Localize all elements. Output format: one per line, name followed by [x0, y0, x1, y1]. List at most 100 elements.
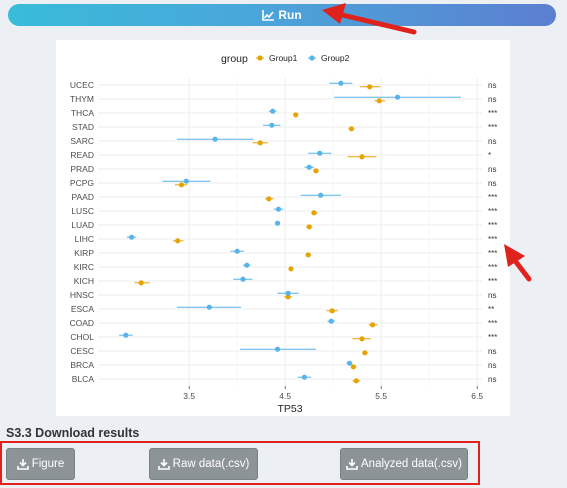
download-highlight-box	[0, 441, 480, 485]
download-analyzed-data-button[interactable]: Analyzed data(.csv)	[340, 448, 468, 480]
x-tick-label: 6.5	[471, 391, 483, 401]
significance-label: ns	[488, 95, 496, 104]
data-point	[305, 252, 311, 258]
data-point	[266, 196, 272, 202]
data-point	[234, 248, 240, 254]
data-point	[359, 336, 365, 342]
forest-plot-panel: UCEC THYM THCA STAD SARC READ PRAD PCPG PAAD LUSC…	[56, 40, 510, 416]
download-raw-data-label: Raw data(.csv)	[172, 458, 250, 470]
y-tick-label: PCPG	[70, 178, 94, 188]
significance-label: ns	[488, 375, 496, 384]
y-tick-label: STAD	[72, 122, 94, 132]
plot-background	[98, 78, 482, 386]
data-point	[346, 360, 353, 366]
download-icon	[346, 459, 358, 470]
x-tick-label: 5.5	[375, 391, 387, 401]
y-tick-label: CESC	[70, 346, 94, 356]
significance-label: ns	[488, 179, 496, 188]
download-figure-button[interactable]: Figure	[6, 448, 75, 480]
data-point	[338, 80, 344, 86]
y-tick-label: CHOL	[70, 332, 94, 342]
y-tick-label: KICH	[74, 276, 94, 286]
data-point	[178, 182, 185, 188]
line-chart-icon	[262, 9, 275, 21]
significance-label: ns	[488, 81, 496, 90]
y-tick-label: LUSC	[71, 206, 94, 216]
download-figure-label: Figure	[31, 458, 65, 470]
significance-label: ***	[488, 277, 497, 286]
legend-key	[257, 55, 263, 61]
x-tick-label: 3.5	[183, 391, 195, 401]
y-tick-label: READ	[70, 150, 94, 160]
significance-label: ***	[488, 207, 497, 216]
data-point	[367, 84, 373, 90]
data-point	[350, 364, 356, 370]
data-point	[293, 112, 299, 118]
data-point	[285, 294, 291, 300]
y-tick-label: THYM	[70, 94, 94, 104]
data-point	[306, 164, 312, 170]
data-point	[359, 154, 365, 160]
run-button[interactable]: Run	[8, 4, 556, 26]
data-point	[285, 290, 291, 296]
significance-label: ***	[488, 235, 497, 244]
data-point	[394, 94, 401, 100]
data-point	[244, 262, 250, 268]
download-icon	[157, 459, 170, 470]
data-point	[274, 220, 281, 226]
legend-key	[309, 55, 315, 61]
significance-label: ***	[488, 263, 497, 272]
data-point	[123, 332, 129, 338]
x-tick-label: 4.5	[279, 391, 291, 401]
significance-label: ***	[488, 109, 497, 118]
y-tick-label: LUAD	[71, 220, 94, 230]
data-point	[274, 346, 281, 352]
data-point	[311, 210, 317, 216]
significance-label: ***	[488, 319, 497, 328]
y-tick-label: THCA	[71, 108, 94, 118]
y-tick-label: HNSC	[70, 290, 94, 300]
legend-label: Group1	[269, 53, 298, 63]
y-tick-label: COAD	[69, 318, 94, 328]
data-point	[288, 266, 294, 272]
y-tick-label: ESCA	[71, 304, 94, 314]
data-point	[270, 108, 276, 114]
y-tick-label: UCEC	[70, 80, 94, 90]
significance-label: *	[488, 151, 491, 160]
significance-label: ***	[488, 123, 497, 132]
data-point	[275, 206, 282, 212]
data-point	[183, 178, 189, 184]
significance-label: ns	[488, 361, 496, 370]
y-tick-label: BLCA	[72, 374, 95, 384]
data-point	[240, 276, 246, 282]
data-point	[362, 350, 368, 356]
data-point	[376, 98, 382, 104]
download-raw-data-button[interactable]: Raw data(.csv)	[149, 448, 258, 480]
significance-label: ns	[488, 137, 496, 146]
data-point	[353, 378, 359, 384]
data-point	[212, 136, 218, 142]
data-point	[206, 304, 212, 310]
y-tick-label: KIRC	[74, 262, 94, 272]
significance-label: ns	[488, 291, 496, 300]
y-tick-label: PRAD	[70, 164, 94, 174]
y-tick-label: SARC	[70, 136, 94, 146]
download-section-title: S3.3 Download results	[6, 426, 140, 440]
data-point	[257, 140, 263, 146]
data-point	[129, 234, 135, 240]
run-label: Run	[278, 8, 302, 22]
significance-label: ***	[488, 249, 497, 258]
data-point	[329, 308, 335, 314]
significance-label: ns	[488, 347, 496, 356]
download-icon	[16, 459, 29, 470]
significance-label: ns	[488, 165, 496, 174]
y-tick-label: PAAD	[71, 192, 94, 202]
y-tick-label: KIRP	[74, 248, 94, 258]
forest-plot: UCEC THYM THCA STAD SARC READ PRAD PCPG PAAD LUSC…	[69, 53, 497, 415]
x-axis-label: TP53	[277, 403, 302, 415]
data-point	[318, 192, 324, 198]
data-point	[269, 122, 275, 128]
data-point	[369, 322, 376, 328]
legend-title: group	[221, 53, 248, 65]
y-tick-label: BRCA	[70, 360, 94, 370]
